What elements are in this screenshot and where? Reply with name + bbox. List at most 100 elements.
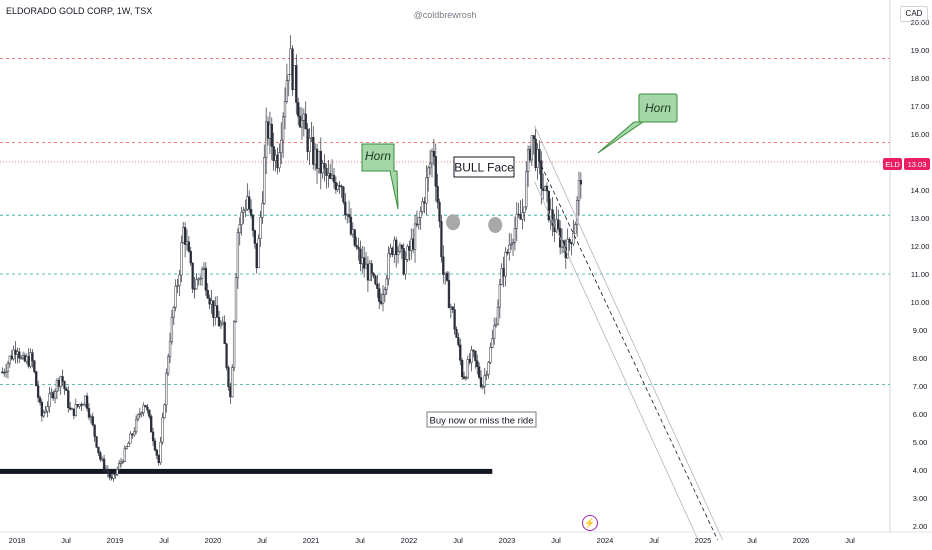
heavy-support-band	[0, 468, 493, 474]
candle-body	[536, 149, 539, 168]
candle-body	[123, 448, 126, 462]
candle-body	[144, 405, 147, 408]
candle-body	[232, 321, 236, 368]
candle-body	[142, 405, 145, 413]
candle-body	[57, 380, 60, 387]
time-axis[interactable]: 2018 Jul 2019 Jul 2020 Jul 2021 Jul 2022 Jul 2023 J…	[0, 531, 932, 545]
candle-body	[293, 65, 296, 90]
candle-body	[280, 139, 283, 153]
candle-body	[417, 216, 420, 225]
candle-body	[276, 154, 279, 169]
candle-body	[114, 474, 117, 476]
price-tick-label: 4.00	[913, 466, 928, 475]
heavy-band-rect	[0, 468, 493, 474]
candle-body	[236, 232, 240, 278]
candle-body	[151, 431, 155, 442]
candle-body	[185, 241, 189, 245]
candle-body	[481, 386, 485, 388]
currency-badge[interactable]: CAD	[900, 6, 928, 22]
candle-body	[182, 227, 185, 243]
candle-body	[255, 243, 258, 268]
candle-body	[519, 214, 522, 220]
candle-body	[329, 173, 332, 179]
price-tick-label: 13.00	[911, 214, 930, 223]
candle-body	[425, 177, 428, 204]
candle-body	[249, 208, 253, 216]
candle-body	[295, 65, 298, 103]
candle-body	[278, 152, 281, 169]
candle-body	[457, 337, 460, 346]
candle-body	[355, 245, 358, 248]
symbol-title[interactable]: ELDORADO GOLD CORP, 1W, TSX	[6, 6, 153, 16]
candle-body	[494, 323, 498, 327]
candle-body	[423, 201, 426, 204]
candle-body	[33, 360, 36, 372]
candle-body	[383, 289, 387, 295]
candle-body	[575, 200, 579, 225]
horn-right-callout[interactable]: Horn	[597, 93, 678, 154]
candle-body	[349, 216, 353, 235]
candle-body	[447, 280, 451, 309]
candle-body	[353, 229, 356, 246]
price-axis[interactable]: 2.00 3.00 4.00 5.00 6.00 7.00 8.00 9.00 10.00 11.…	[889, 0, 930, 532]
lightning-icon[interactable]: ⚡	[582, 515, 598, 531]
candle-body	[165, 372, 168, 406]
candle-body	[509, 243, 513, 246]
horn-left-callout[interactable]: Horn	[361, 143, 399, 210]
candle-body	[308, 137, 311, 152]
time-tick-label: Jul	[61, 536, 71, 545]
candle-body	[253, 230, 256, 244]
channel-upper-line	[534, 125, 723, 541]
candle-body	[455, 329, 458, 338]
time-tick-label: 2018	[9, 536, 26, 545]
candle-body	[214, 305, 217, 318]
candle-body	[85, 395, 89, 409]
candle-body	[323, 163, 326, 169]
candle-body	[93, 424, 96, 437]
head-dot	[488, 217, 503, 233]
candle-body	[400, 244, 403, 249]
candle-body	[317, 150, 321, 169]
price-tick-label: 9.00	[913, 326, 928, 335]
candle-body	[102, 458, 106, 470]
candle-body	[340, 185, 343, 188]
candle-body	[161, 417, 164, 443]
candle-body	[300, 120, 304, 128]
candle-body	[129, 433, 132, 444]
candle-body	[291, 48, 294, 90]
candle-body	[570, 242, 573, 245]
candle-body	[80, 403, 83, 406]
candle-body	[199, 278, 202, 280]
price-tick-label: 16.00	[911, 130, 930, 139]
time-tick-label: Jul	[159, 536, 169, 545]
candle-body	[538, 149, 541, 161]
candle-body	[453, 309, 456, 330]
time-tick-label: Jul	[747, 536, 757, 545]
bull-face-label-box[interactable]: BULL Face	[453, 156, 515, 178]
candle-body	[204, 267, 207, 291]
candle-body	[38, 397, 42, 403]
candle-body	[215, 305, 219, 318]
candle-body	[234, 277, 238, 322]
candle-body	[35, 371, 38, 387]
candle-body	[150, 416, 153, 433]
candle-body	[238, 224, 241, 234]
buy-note-box[interactable]: Buy now or miss the ride	[426, 411, 537, 428]
candle-body	[485, 374, 488, 376]
time-tick-label: 2019	[107, 536, 124, 545]
candle-body	[508, 244, 511, 253]
candle-body	[444, 272, 447, 275]
horn-right-label: Horn	[645, 101, 671, 115]
candle-body	[566, 238, 569, 259]
candle-body	[166, 356, 170, 374]
candle-body	[1, 371, 4, 374]
candle-body	[338, 185, 341, 187]
candle-body	[411, 238, 415, 250]
candle-body	[55, 380, 59, 392]
candle-body	[97, 446, 100, 453]
candle-body	[168, 341, 172, 358]
candle-body	[568, 238, 571, 243]
candle-body	[579, 180, 583, 185]
candle-body	[577, 180, 581, 201]
